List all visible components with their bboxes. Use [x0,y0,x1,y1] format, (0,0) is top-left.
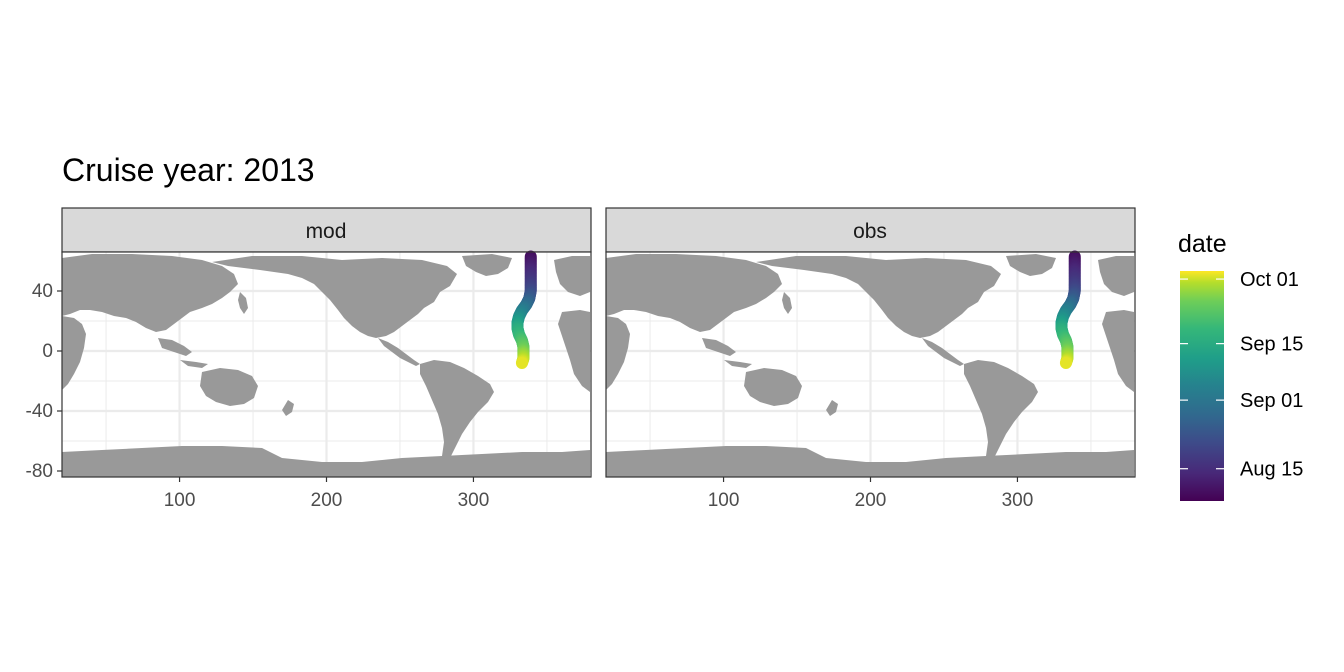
x-tick-label: 200 [855,490,887,511]
legend-break-label: Oct 01 [1240,269,1299,291]
strip-label-obs: obs [853,220,887,243]
panel-obs: obs [605,207,1136,478]
legend-break-label: Sep 01 [1240,390,1303,412]
legend-break-label: Sep 15 [1240,334,1303,356]
strip-label-mod: mod [306,220,347,243]
y-tick-label: 0 [42,341,53,362]
legend-title: date [1178,230,1227,258]
y-axis: 40 0 -40 -80 [26,281,62,482]
points-mod [511,250,537,369]
x-tick-label: 100 [164,490,196,511]
y-tick-label: -80 [26,461,53,482]
strip-obs [605,207,1136,253]
color-legend: date Oct 01 Sep 15 Sep 01 Aug 15 [1178,230,1303,501]
y-tick-label: 40 [32,281,53,302]
chart-title: Cruise year: 2013 [62,152,315,188]
strip-mod [61,207,592,253]
x-tick-label: 200 [311,490,343,511]
x-tick-label: 100 [708,490,740,511]
x-axis: 100 200 300 100 200 300 [164,477,1034,511]
legend-colorbar [1180,271,1224,501]
points-obs [1055,250,1081,369]
y-tick-label: -40 [26,401,53,422]
data-point [515,357,528,369]
panel-mod: mod [61,207,592,478]
legend-break-label: Aug 15 [1240,459,1303,481]
x-tick-label: 300 [1002,490,1034,511]
legend-breaks: Oct 01 Sep 15 Sep 01 Aug 15 [1180,269,1303,481]
x-tick-label: 300 [458,490,490,511]
data-point [1059,357,1072,369]
